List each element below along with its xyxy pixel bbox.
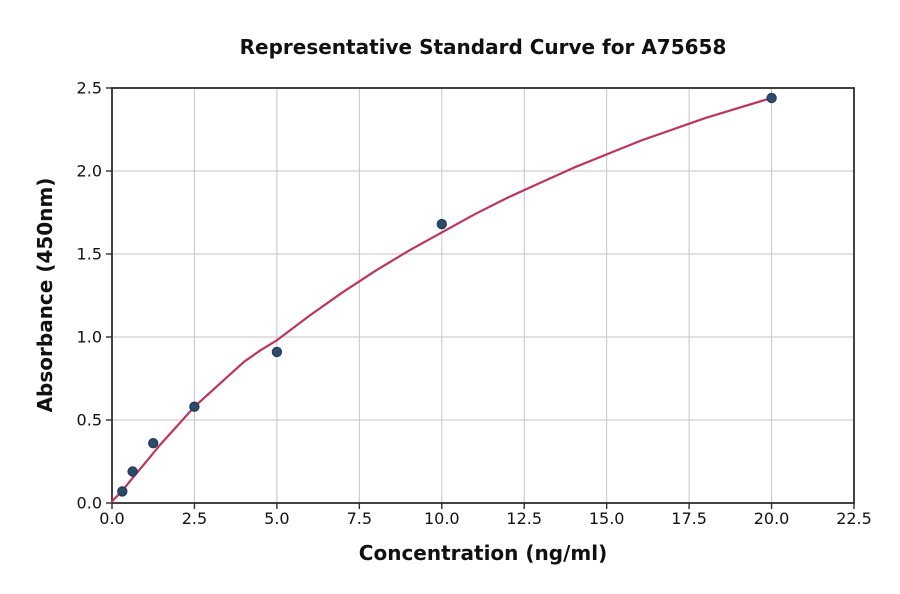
data-point [271,346,283,358]
y-axis-label: Absorbance (450nm) [33,177,57,413]
plot-border [111,87,855,504]
chart-title: Representative Standard Curve for A75658 [239,35,727,59]
x-axis-label: Concentration (ng/ml) [358,541,608,565]
y-tick-label: 1.0 [77,328,102,347]
x-tick-label: 10.0 [424,509,460,528]
x-tick-label: 17.5 [671,509,707,528]
data-point [147,438,159,449]
data-point [766,92,777,104]
x-tick-label: 22.5 [836,509,872,528]
fit-curve [110,96,773,503]
x-tick-label: 5.0 [264,509,289,528]
x-tick-label: 7.5 [347,509,372,528]
x-tick-label: 20.0 [754,509,790,528]
data-point [117,486,128,497]
x-tick-label: 2.5 [182,509,207,528]
y-tick-label: 0.0 [77,494,102,513]
y-tick-label: 0.5 [77,411,102,430]
x-tick-label: 15.0 [589,509,625,528]
y-tick-label: 1.5 [77,245,102,264]
data-point [127,466,138,477]
data-point [189,401,200,412]
x-tick-label: 12.5 [506,509,542,528]
data-point [436,218,447,230]
y-tick-label: 2.5 [77,79,102,98]
x-tick-label: 0.0 [99,509,124,528]
y-tick-label: 2.0 [77,162,102,181]
